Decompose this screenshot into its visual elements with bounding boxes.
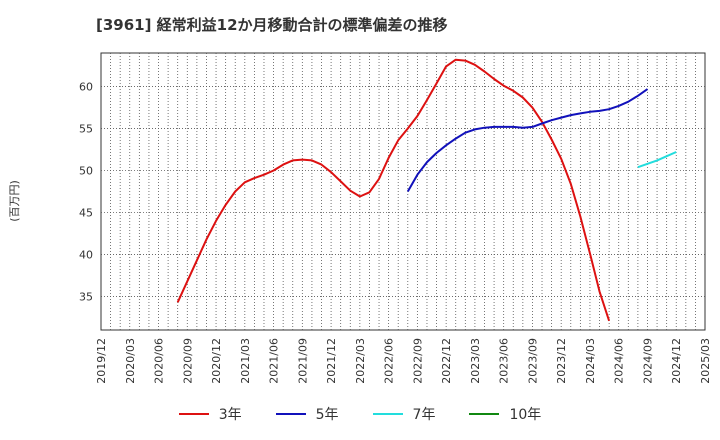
- series-line-1: [176, 58, 611, 322]
- x-tick-label: 2020/09: [181, 338, 194, 384]
- legend-label: 3年: [218, 407, 242, 423]
- x-tick-label: 2022/06: [383, 338, 396, 384]
- x-tick-label: 2021/03: [239, 338, 252, 384]
- x-tick-label: 2023/03: [469, 338, 482, 384]
- chart-title: [3961] 経常利益12か月移動合計の標準偏差の推移: [96, 16, 448, 34]
- plot-background: [100, 52, 706, 331]
- y-tick-label: 40: [79, 248, 93, 261]
- legend-label: 10年: [509, 407, 542, 423]
- y-axis: 35 40 45 50 55 60: [79, 81, 93, 304]
- x-tick-label: 2021/12: [325, 338, 338, 384]
- legend-swatch: [178, 413, 209, 415]
- legend-item-3: 7年: [372, 404, 436, 424]
- y-tick-label: 45: [79, 206, 93, 219]
- series-line-3: [637, 151, 677, 169]
- x-tick-label: 2022/09: [411, 338, 424, 384]
- y-tick-label: 55: [79, 123, 93, 136]
- legend-label: 7年: [412, 407, 436, 423]
- x-axis: 2019/12 2020/03 2020/06 2020/09 2020/12 2021/…: [95, 338, 712, 384]
- x-tick-label: 2020/03: [124, 338, 137, 384]
- legend-item-1: 3年: [178, 404, 242, 424]
- x-tick-label: 2023/06: [498, 338, 511, 384]
- x-tick-label: 2019/12: [95, 338, 108, 384]
- legend-swatch: [372, 413, 403, 415]
- x-tick-label: 2024/09: [641, 338, 654, 384]
- x-tick-label: 2024/06: [613, 338, 626, 384]
- x-tick-label: 2023/12: [555, 338, 568, 384]
- x-tick-label: 2021/09: [296, 338, 309, 384]
- legend-swatch: [469, 413, 500, 415]
- x-tick-label: 2022/03: [354, 338, 367, 384]
- legend-label: 5年: [315, 407, 339, 423]
- x-tick-label: 2024/12: [670, 338, 683, 384]
- y-axis-label: (百万円): [8, 180, 21, 222]
- x-tick-label: 2022/12: [440, 338, 453, 384]
- y-tick-label: 35: [79, 290, 93, 303]
- x-tick-label: 2020/06: [153, 338, 166, 384]
- x-tick-label: 2021/06: [268, 338, 281, 384]
- legend: 3年 5年 7年 10年: [0, 404, 720, 424]
- x-tick-label: 2025/03: [699, 338, 712, 384]
- x-tick-label: 2023/09: [526, 338, 539, 384]
- series-layer: [176, 58, 677, 322]
- x-tick-label: 2020/12: [210, 338, 223, 384]
- y-tick-label: 50: [79, 165, 93, 178]
- legend-swatch: [275, 413, 306, 415]
- legend-item-4: 10年: [469, 404, 541, 424]
- legend-item-2: 5年: [275, 404, 339, 424]
- y-tick-label: 60: [79, 81, 93, 94]
- series-line-2: [406, 88, 649, 192]
- x-tick-label: 2024/03: [584, 338, 597, 384]
